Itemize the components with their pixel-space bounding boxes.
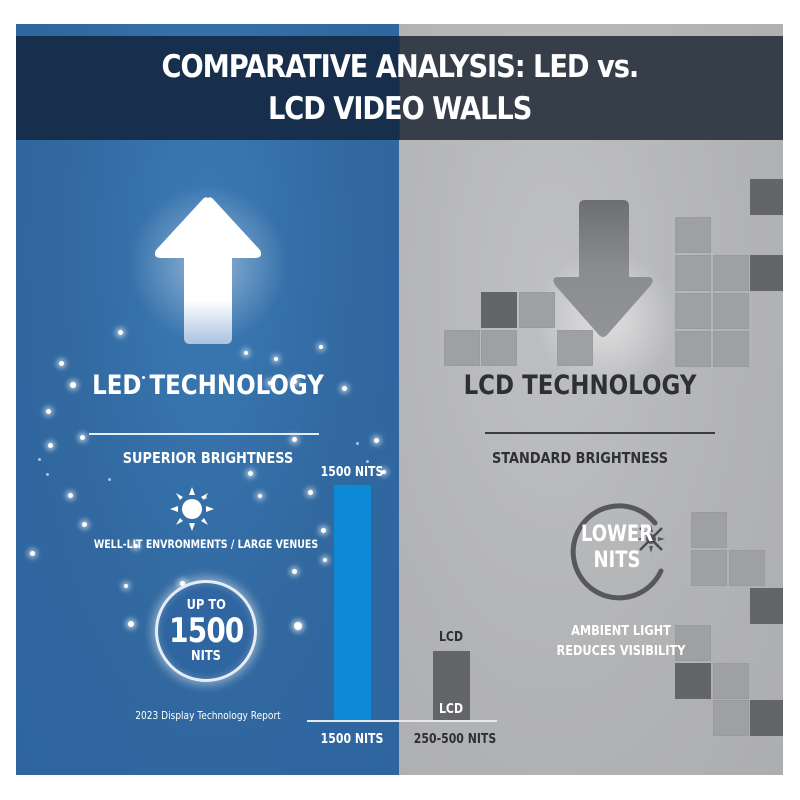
lcd-axis-label: 250-500 NITS xyxy=(413,732,497,747)
lcd-bar xyxy=(433,651,470,721)
led-environment-label: WELL-LIT ENVRONMENTS / LARGE VENUES xyxy=(93,537,319,551)
lcd-bar-top-label: LCD xyxy=(438,630,464,645)
crossed-out-light-icon xyxy=(637,525,665,553)
infographic: COMPARATIVE ANALYSIS: LED vs. LCD VIDEO … xyxy=(16,24,783,775)
title-banner: COMPARATIVE ANALYSIS: LED vs. LCD VIDEO … xyxy=(16,36,783,140)
led-heading: LED TECHNOLOGY xyxy=(92,370,324,401)
lcd-ambient-note: AMBIENT LIGHT REDUCES VISIBILITY xyxy=(550,621,693,661)
lcd-ambient-line-1: AMBIENT LIGHT xyxy=(571,623,671,639)
led-nits-badge: UP TO 1500 NITS xyxy=(155,580,257,682)
lcd-panel xyxy=(399,24,783,775)
title-line-1: COMPARATIVE ANALYSIS: LED vs. xyxy=(161,49,639,85)
lcd-ambient-line-2: REDUCES VISIBILITY xyxy=(556,643,686,659)
sun-icon xyxy=(170,487,214,531)
chart-baseline xyxy=(307,720,497,722)
lcd-subheading: STANDARD BRIGHTNESS xyxy=(491,449,669,467)
lcd-nits-badge-ring xyxy=(570,503,665,601)
led-badge-unit: NITS xyxy=(191,649,221,664)
led-axis-label: 1500 NITS xyxy=(320,732,384,747)
source-citation: 2023 Display Technology Report xyxy=(135,710,281,722)
lcd-badge-line-1: LOWER xyxy=(580,522,654,547)
led-badge-value: 1500 xyxy=(168,611,244,651)
lcd-bar-inner-label: LCD xyxy=(438,702,464,717)
arrow-down-icon xyxy=(553,200,653,337)
led-bar-top-label: 1500 NITS xyxy=(320,465,384,480)
lcd-badge-line-2: NITS xyxy=(593,548,641,573)
title-line-2: LCD VIDEO WALLS xyxy=(267,91,532,127)
led-bar xyxy=(334,485,371,721)
arrow-up-icon xyxy=(154,197,262,344)
lcd-divider xyxy=(485,432,715,434)
led-badge-prefix: UP TO xyxy=(186,598,226,613)
led-divider xyxy=(89,433,319,435)
led-subheading: SUPERIOR BRIGHTNESS xyxy=(122,449,294,467)
lcd-badge-text: LOWER NITS xyxy=(573,522,662,574)
lcd-heading: LCD TECHNOLOGY xyxy=(463,370,697,401)
